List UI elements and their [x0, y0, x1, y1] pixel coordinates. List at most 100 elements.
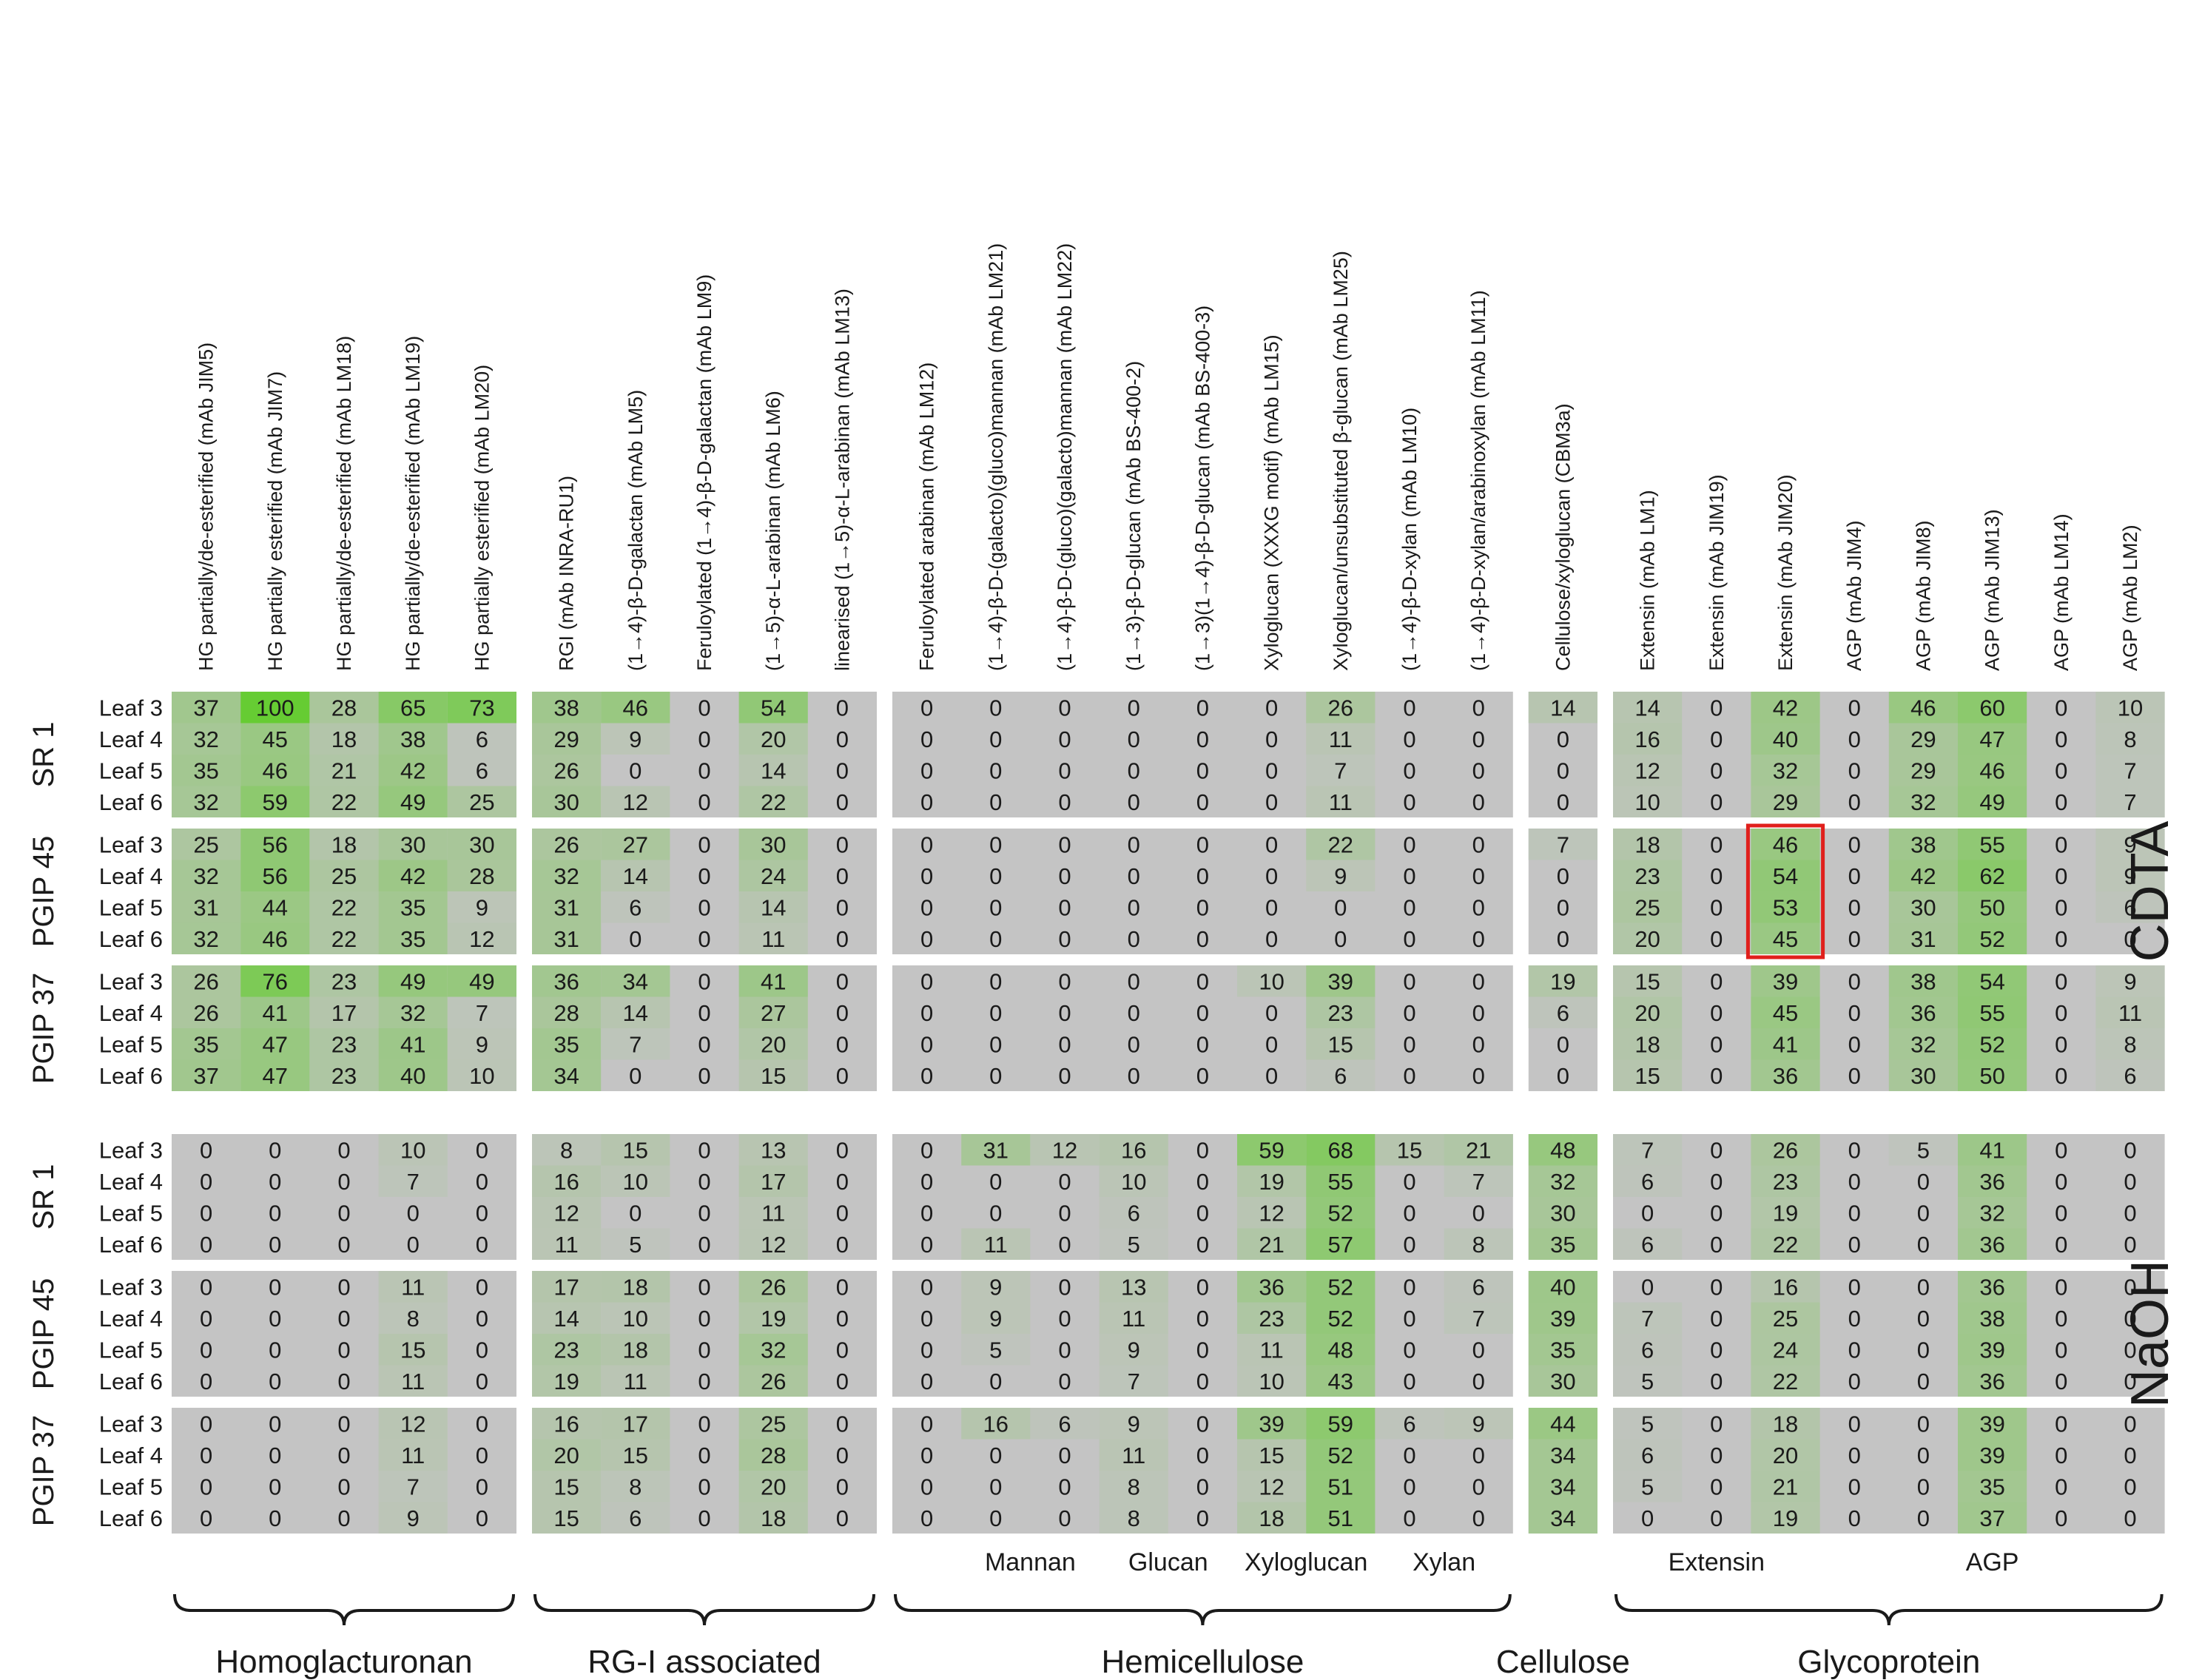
leaf-label: Leaf 5 [99, 758, 163, 783]
cell-value: 39 [1979, 1337, 2004, 1363]
cell-value: 9 [2124, 863, 2136, 889]
cell-value: 0 [1196, 863, 1209, 889]
leaf-label: Leaf 3 [99, 1137, 163, 1163]
heat-cell [1444, 1228, 1513, 1260]
cell-value: 17 [761, 1169, 786, 1195]
cell-value: 9 [407, 1505, 420, 1531]
heat-cell [1306, 1271, 1376, 1303]
cell-value: 0 [920, 758, 933, 783]
cell-value: 23 [331, 1031, 357, 1057]
cell-value: 44 [1550, 1411, 1575, 1437]
cell-value: 9 [629, 726, 642, 752]
heat-cell [1306, 786, 1376, 817]
cell-value: 0 [989, 831, 1002, 857]
cell-value: 0 [1557, 758, 1569, 783]
heat-cell [1237, 1271, 1307, 1303]
cell-value: 0 [1472, 1200, 1485, 1226]
cell-value: 20 [761, 726, 786, 752]
cell-value: 0 [1848, 1411, 1861, 1437]
column-header: AGP (mAb LM2) [2119, 524, 2141, 671]
heat-cell [1306, 1197, 1376, 1229]
cell-value: 0 [2055, 1000, 2067, 1026]
heat-cell [447, 786, 516, 817]
heat-cell [532, 1028, 602, 1060]
heat-cell [1237, 1197, 1307, 1229]
cell-value: 53 [1773, 894, 1798, 920]
cell-value: 0 [2055, 726, 2067, 752]
cell-value: 11 [984, 1232, 1008, 1258]
heat-cell [1030, 1134, 1100, 1166]
heat-cell [961, 1408, 1031, 1440]
cell-value: 0 [1710, 1337, 1723, 1363]
cell-value: 22 [331, 926, 357, 952]
cell-value: 39 [1550, 1306, 1575, 1332]
column-header: AGP (mAb JIM4) [1843, 520, 1865, 671]
cell-value: 28 [761, 1443, 786, 1468]
cell-value: 8 [1472, 1232, 1485, 1258]
cell-value: 0 [1196, 831, 1209, 857]
heat-cell [1751, 922, 1820, 954]
cell-value: 0 [698, 789, 710, 815]
heat-cell [1958, 1028, 2027, 1060]
cell-value: 0 [1403, 758, 1415, 783]
cell-value: 0 [1917, 1474, 1930, 1499]
group-brace [894, 1593, 1512, 1626]
cell-value: 39 [1259, 1411, 1284, 1437]
cell-value: 0 [476, 1369, 488, 1394]
heat-cell [738, 965, 808, 997]
cell-value: 0 [1472, 968, 1485, 994]
cell-value: 0 [1710, 1232, 1723, 1258]
cell-value: 0 [698, 1505, 710, 1531]
cell-value: 0 [2055, 831, 2067, 857]
cell-value: 0 [920, 1411, 933, 1437]
heat-cell [601, 1302, 670, 1334]
heat-cell [738, 723, 808, 755]
cell-value: 0 [1848, 863, 1861, 889]
cell-value: 0 [698, 1474, 710, 1499]
cell-value: 7 [1472, 1306, 1485, 1332]
cell-value: 0 [989, 863, 1002, 889]
cell-value: 38 [1910, 968, 1936, 994]
heat-cell [2095, 829, 2165, 860]
cell-value: 0 [1710, 758, 1723, 783]
heat-cell [1958, 829, 2027, 860]
cell-value: 0 [629, 1063, 642, 1089]
group-background [1613, 1408, 2165, 1534]
heat-cell [1528, 1408, 1597, 1440]
cell-value: 59 [1259, 1137, 1284, 1163]
heat-cell [1306, 1502, 1376, 1534]
heat-cell [447, 965, 516, 997]
heat-cell [1099, 1228, 1168, 1260]
heat-cell [240, 786, 310, 817]
cell-value: 0 [920, 863, 933, 889]
cell-value: 0 [337, 1232, 350, 1258]
cell-value: 0 [476, 1411, 488, 1437]
heat-cell [1613, 922, 1683, 954]
cell-value: 0 [1403, 863, 1415, 889]
cell-value: 0 [200, 1337, 212, 1363]
cell-value: 34 [1550, 1505, 1575, 1531]
column-header: HG partially/de-esterified (mAb JIM5) [195, 343, 218, 671]
cell-value: 26 [193, 968, 218, 994]
cell-value: 0 [2124, 1505, 2136, 1531]
column-header: (1→3)-β-D-glucan (mAb BS-400-2) [1122, 361, 1145, 671]
cell-value: 10 [1259, 1369, 1284, 1394]
heat-cell [738, 996, 808, 1028]
cell-value: 68 [1328, 1137, 1353, 1163]
cell-value: 36 [553, 968, 579, 994]
cell-value: 12 [623, 789, 648, 815]
cell-value: 52 [1328, 1274, 1353, 1300]
cell-value: 0 [698, 1232, 710, 1258]
cell-value: 7 [476, 1000, 488, 1026]
cell-value: 76 [263, 968, 288, 994]
cell-value: 0 [1641, 1274, 1654, 1300]
cell-value: 0 [2055, 1369, 2067, 1394]
cell-value: 0 [1265, 789, 1278, 815]
cell-value: 0 [1334, 894, 1347, 920]
heat-cell [447, 1059, 516, 1091]
cell-value: 11 [1329, 789, 1353, 815]
cell-value: 14 [761, 894, 786, 920]
cell-value: 0 [1710, 1369, 1723, 1394]
cell-value: 60 [1979, 695, 2004, 721]
